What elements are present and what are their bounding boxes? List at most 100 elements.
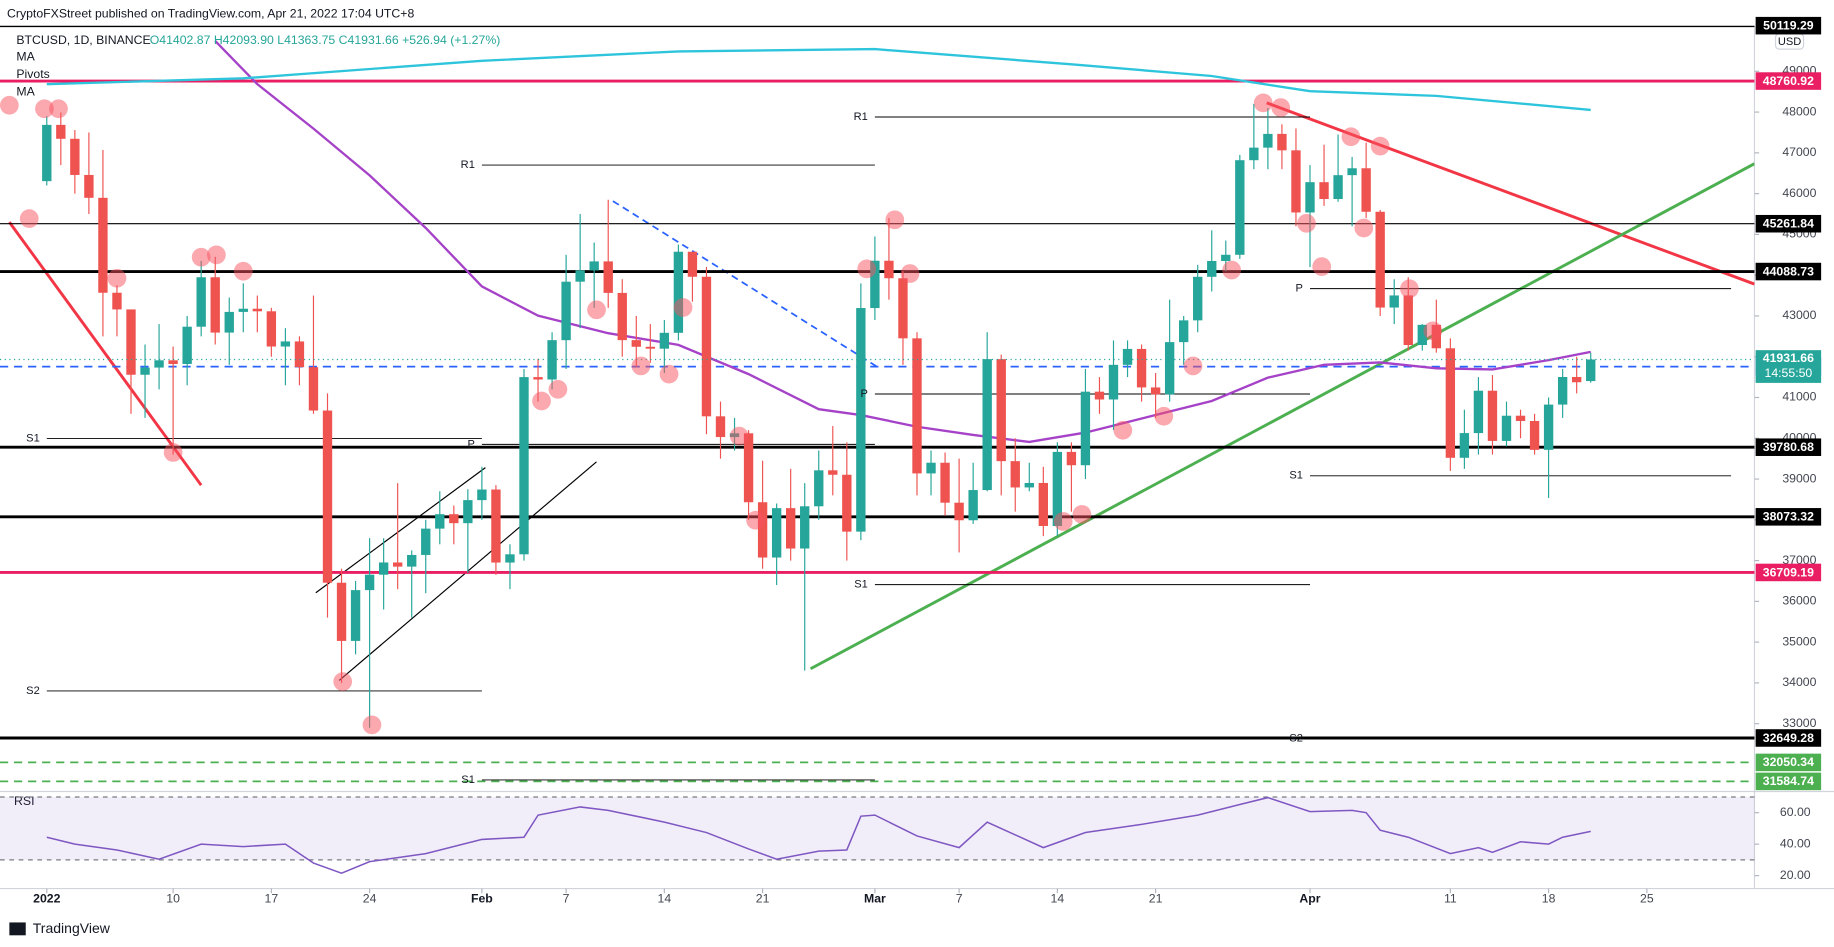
x-tick-label: 7 [956, 891, 963, 905]
currency: USD [1778, 36, 1801, 48]
candle-body [533, 377, 543, 380]
candle-body [898, 278, 908, 339]
level-label-box [1755, 72, 1822, 90]
legend-indicator: MA [16, 85, 35, 99]
legend-indicator: Pivots [16, 67, 49, 81]
candle-body [1207, 260, 1217, 277]
level-label: 31584.74 [1763, 774, 1814, 788]
marker [1222, 260, 1241, 280]
candle-body [701, 276, 712, 417]
candle-body [1150, 387, 1161, 395]
x-tick-label: 25 [1640, 891, 1654, 905]
marker [1253, 93, 1273, 113]
candle-body [463, 500, 473, 524]
candle-body [1557, 376, 1568, 405]
candle-body [1403, 295, 1413, 346]
candle-body [210, 277, 220, 333]
marker [163, 443, 183, 462]
candle-body [1263, 133, 1273, 148]
candle-body [786, 508, 796, 549]
candle-body [1487, 390, 1498, 441]
header: CryptoFXStreet published on TradingView.… [7, 6, 414, 20]
candle-body [687, 251, 698, 277]
candle-body [238, 308, 248, 312]
candle-body [1179, 320, 1189, 343]
footer-logo [9, 922, 26, 936]
marker [729, 426, 749, 446]
candle-body [378, 562, 389, 575]
marker [1341, 127, 1361, 147]
candle-body [1417, 324, 1427, 346]
candle-body [1080, 391, 1091, 466]
x-tick-label: 17 [265, 891, 279, 905]
marker [1053, 512, 1073, 531]
candle-body [308, 367, 319, 411]
marker [233, 261, 253, 281]
candle-body [252, 308, 262, 312]
candle-body [112, 292, 122, 310]
x-tick-label: 21 [756, 891, 770, 905]
y-tick-label: 33000 [1782, 716, 1816, 730]
marker [746, 510, 765, 530]
candle-body [1164, 342, 1175, 395]
candle-body [280, 341, 291, 347]
level-label: 50119.29 [1763, 18, 1814, 32]
candle-body [1249, 147, 1259, 161]
candle-body [968, 490, 978, 521]
rsi-line [46, 796, 1591, 875]
pivot-label: P [860, 388, 867, 400]
candle-body [856, 308, 866, 532]
candle-body [743, 433, 754, 503]
candle-body [1319, 182, 1329, 200]
x-tick-label: 21 [1149, 891, 1163, 905]
level-label-box [1755, 563, 1822, 582]
candle-body [1291, 150, 1301, 213]
candle-body [1529, 420, 1540, 450]
y-tick-label: 39000 [1782, 471, 1816, 485]
candle-body [631, 340, 641, 347]
marker [1297, 213, 1316, 233]
candle-body [589, 261, 599, 271]
marker [1113, 420, 1133, 440]
candle-body [1515, 415, 1526, 421]
x-tick-label: Mar [864, 891, 886, 905]
trendline [8, 221, 203, 487]
candle-body [350, 590, 361, 641]
candle-body [757, 502, 768, 558]
x-tick-label: 24 [363, 891, 377, 905]
y-tick-label: 43000 [1782, 308, 1816, 322]
marker [1370, 136, 1390, 156]
candle-body [912, 338, 922, 474]
price-pane [0, 25, 1755, 783]
level-label: 32649.28 [1763, 731, 1814, 745]
candle-body [603, 261, 613, 293]
marker [1271, 98, 1291, 117]
candle-body [1277, 133, 1287, 151]
marker [857, 259, 877, 279]
candle-body [154, 360, 164, 368]
moving-average [46, 47, 1591, 112]
marker [19, 209, 39, 228]
candle-body [196, 277, 206, 327]
y-tick-label: 35000 [1782, 634, 1816, 648]
candle-body [140, 367, 150, 375]
candle-body [168, 360, 178, 364]
marker [107, 268, 127, 288]
candle-body [407, 554, 417, 567]
candle-body [926, 462, 936, 474]
current-price-box [1755, 350, 1822, 383]
y-tick-label: 48000 [1782, 104, 1816, 118]
x-tick-label: 11 [1444, 891, 1457, 905]
x-tick-label: 2022 [33, 891, 60, 905]
candle-body [182, 326, 192, 364]
pivot-label: S2 [1289, 733, 1303, 745]
marker [1072, 505, 1092, 524]
pivot-label: R1 [461, 159, 475, 171]
candle-body [336, 582, 347, 641]
candle-body [364, 574, 375, 591]
rsi-label: RSI [14, 794, 34, 808]
x-tick-label: 14 [658, 891, 672, 905]
marker [900, 264, 920, 283]
candle-body [322, 410, 333, 583]
legend-symbol: BTCUSD, 1D, BINANCE [16, 33, 150, 47]
